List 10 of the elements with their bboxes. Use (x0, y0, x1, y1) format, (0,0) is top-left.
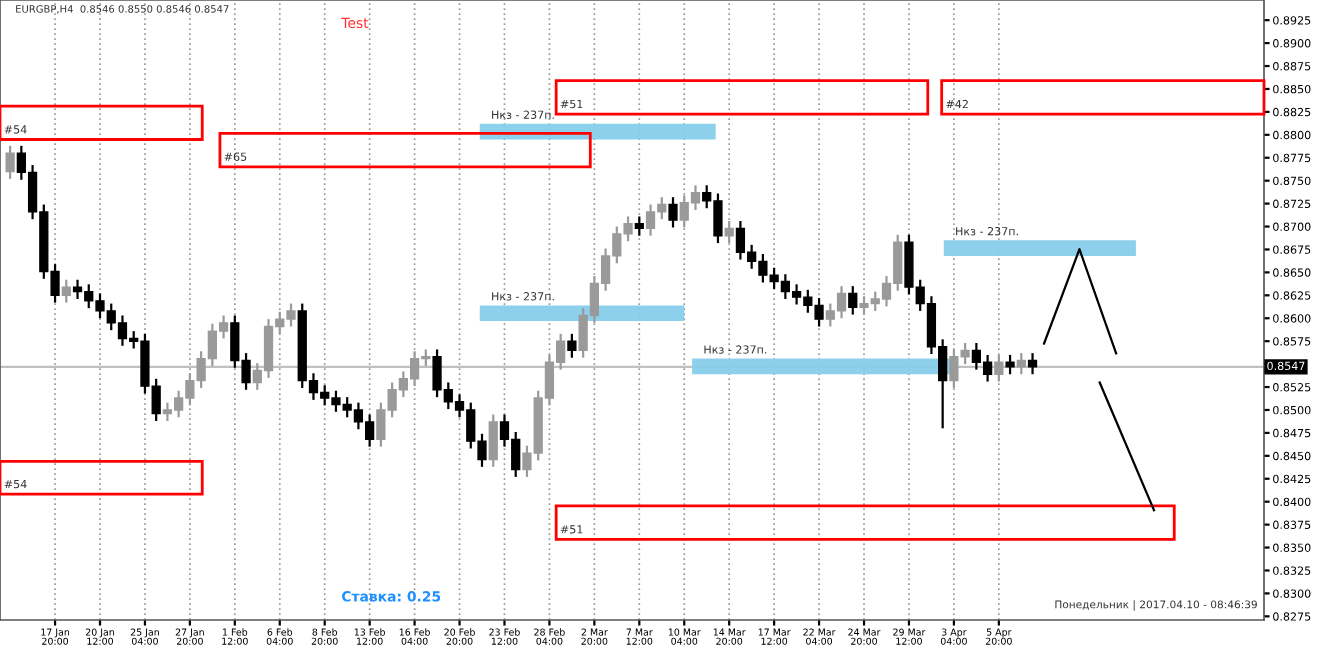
candlestick (488, 413, 498, 468)
candlestick (567, 332, 577, 359)
candlestick (1027, 352, 1038, 376)
candlestick (61, 278, 71, 304)
candlestick (848, 285, 858, 316)
candlestick (5, 144, 15, 180)
candlestick (634, 215, 644, 237)
candlestick (1005, 353, 1015, 376)
candlestick (668, 196, 678, 229)
candlestick (1016, 352, 1026, 376)
